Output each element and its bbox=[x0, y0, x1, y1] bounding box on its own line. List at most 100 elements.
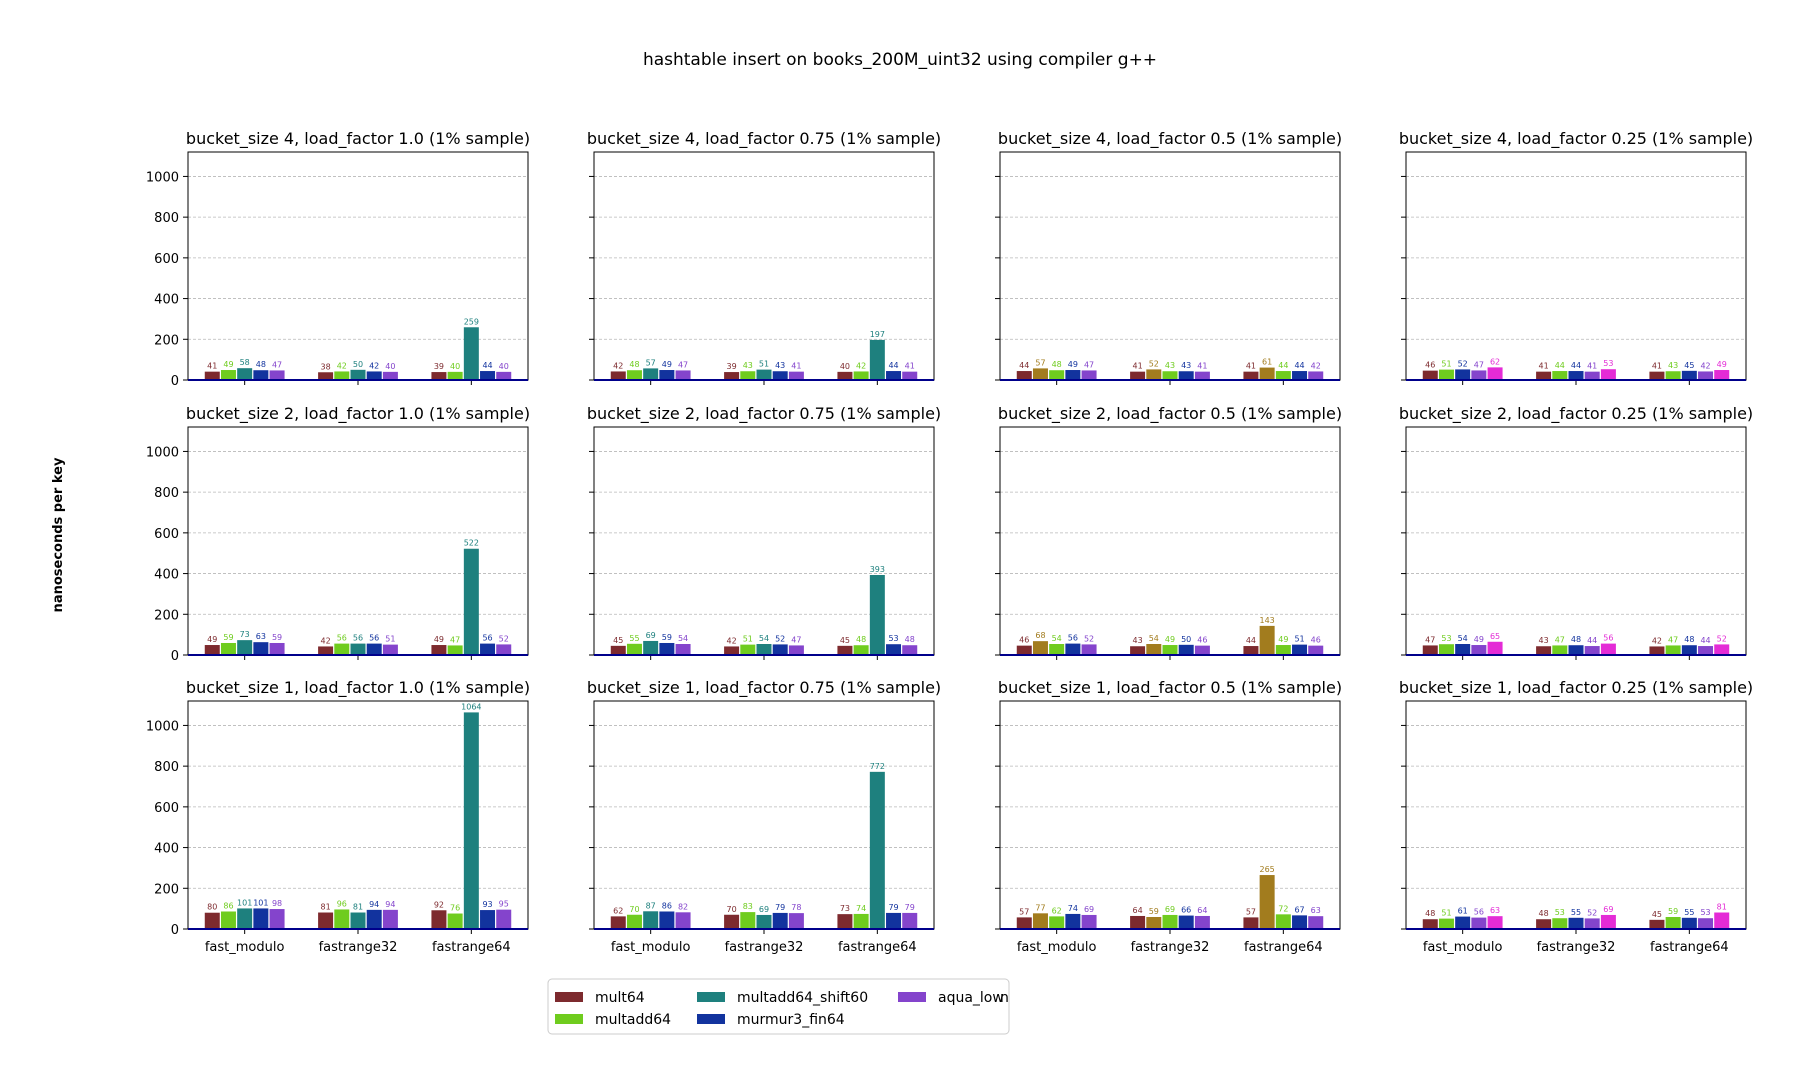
bar-aqua_low-fast_modulo bbox=[1081, 370, 1097, 380]
bar-aqua_low-fast_modulo bbox=[1471, 645, 1487, 655]
bar-mult64-fastrange32 bbox=[318, 646, 334, 655]
bar-value-label: 73 bbox=[840, 904, 850, 913]
bar-multadd64-fastrange64 bbox=[1665, 916, 1681, 929]
axes-frame bbox=[999, 700, 1341, 930]
bar-multadd64-fastrange32 bbox=[1552, 371, 1568, 380]
bar-magenta-fastrange32 bbox=[1600, 643, 1616, 655]
bar-value-label: 96 bbox=[337, 899, 347, 908]
subplot-title: bucket_size 1, load_factor 0.25 (1% samp… bbox=[1399, 678, 1753, 698]
bar-aqua_low-fastrange64 bbox=[902, 645, 918, 655]
legend-label-mult64: mult64 bbox=[595, 990, 645, 1006]
bar-mult64-fastrange32 bbox=[1130, 371, 1146, 380]
bar-multadd64_shift60-fastrange64 bbox=[869, 339, 885, 380]
bar-value-label: 64 bbox=[1133, 906, 1143, 915]
bar-aqua_low-fastrange32 bbox=[788, 913, 804, 929]
bar-value-label: 63 bbox=[1311, 906, 1321, 915]
bar-multadd64-fast_modulo bbox=[220, 370, 236, 380]
bar-value-label: 43 bbox=[743, 361, 753, 370]
bar-olive-fast_modulo bbox=[1032, 368, 1048, 380]
bar-value-label: 70 bbox=[629, 905, 639, 914]
bar-aqua_low-fast_modulo bbox=[269, 909, 285, 929]
axes-frame bbox=[1405, 151, 1747, 381]
bar-value-label: 53 bbox=[1555, 908, 1565, 917]
bar-murmur3_fin64-fastrange64 bbox=[1681, 917, 1697, 929]
bar-murmur3_fin64-fastrange32 bbox=[366, 909, 382, 929]
bar-aqua_low-fastrange32 bbox=[382, 644, 398, 655]
bar-value-label: 197 bbox=[870, 330, 885, 339]
y-tick-label: 1000 bbox=[146, 170, 179, 185]
bar-aqua_low-fastrange64 bbox=[902, 912, 918, 929]
legend-label-aqua_low: aqua_low bbox=[938, 990, 1004, 1006]
bar-aqua_low-fastrange32 bbox=[382, 909, 398, 929]
x-tick-label: fastrange64 bbox=[1244, 940, 1323, 955]
bar-value-label: 58 bbox=[240, 358, 250, 367]
bar-value-label: 46 bbox=[1019, 636, 1029, 645]
bar-value-label: 48 bbox=[1684, 635, 1694, 644]
bar-value-label: 41 bbox=[1246, 362, 1256, 371]
bar-value-label: 41 bbox=[905, 362, 915, 371]
subplot-3: 44 57 48 49 47 41 52 43 43 41 41 61 44 44 42 bucket_siz… bbox=[995, 129, 1342, 385]
bar-value-label: 59 bbox=[272, 633, 282, 642]
bar-value-label: 49 bbox=[207, 635, 217, 644]
bar-value-label: 76 bbox=[450, 904, 460, 913]
bar-value-label: 95 bbox=[499, 900, 509, 909]
bar-olive-fastrange64 bbox=[1259, 625, 1275, 655]
bar-value-label: 43 bbox=[1133, 636, 1143, 645]
x-tick-label: fastrange32 bbox=[1537, 940, 1616, 955]
bar-mult64-fastrange32 bbox=[724, 646, 740, 655]
bar-aqua_low-fast_modulo bbox=[1081, 644, 1097, 655]
bar-magenta-fast_modulo bbox=[1487, 367, 1503, 380]
y-tick-label: 200 bbox=[154, 333, 179, 348]
bar-magenta-fastrange64 bbox=[1714, 370, 1730, 380]
bar-multadd64-fastrange32 bbox=[1552, 918, 1568, 929]
axes-frame bbox=[999, 426, 1341, 656]
bar-multadd64_shift60-fast_modulo bbox=[237, 908, 253, 929]
bar-aqua_low-fast_modulo bbox=[675, 644, 691, 655]
bar-aqua_low-fastrange32 bbox=[788, 371, 804, 380]
legend-swatch-multadd64 bbox=[555, 1014, 583, 1024]
x-tick-label: fastrange64 bbox=[432, 940, 511, 955]
bar-value-label: 63 bbox=[1490, 906, 1500, 915]
bar-mult64-fastrange32 bbox=[724, 372, 740, 380]
bar-value-label: 46 bbox=[1197, 636, 1207, 645]
bar-value-label: 47 bbox=[450, 635, 460, 644]
bar-aqua_low-fast_modulo bbox=[269, 370, 285, 380]
bar-value-label: 59 bbox=[662, 633, 672, 642]
bar-value-label: 41 bbox=[1133, 362, 1143, 371]
bar-aqua_low-fastrange64 bbox=[902, 371, 918, 380]
bar-multadd64-fastrange64 bbox=[853, 645, 869, 655]
bar-mult64-fast_modulo bbox=[204, 912, 220, 929]
bar-value-label: 56 bbox=[1474, 908, 1484, 917]
bar-mult64-fast_modulo bbox=[610, 371, 626, 380]
bar-multadd64-fast_modulo bbox=[626, 643, 642, 655]
bar-value-label: 41 bbox=[1539, 362, 1549, 371]
subplot-2: 42 48 57 49 47 39 43 51 43 41 40 42 197 44 41 bucket_si… bbox=[587, 129, 941, 385]
bar-value-label: 772 bbox=[870, 762, 885, 771]
bar-value-label: 57 bbox=[646, 358, 656, 367]
bar-olive-fastrange32 bbox=[1146, 369, 1162, 380]
x-tick-label: fast_modulo bbox=[1423, 940, 1503, 955]
bar-value-label: 63 bbox=[256, 632, 266, 641]
bar-value-label: 42 bbox=[369, 361, 379, 370]
subplot-12: 48 51 61 56 63 fast_modulo 48 53 55 52 69 fastrange… bbox=[1399, 678, 1753, 955]
bar-mult64-fast_modulo bbox=[1422, 919, 1438, 929]
bar-value-label: 56 bbox=[337, 634, 347, 643]
bar-value-label: 56 bbox=[369, 634, 379, 643]
bar-murmur3_fin64-fast_modulo bbox=[1455, 916, 1471, 929]
bar-value-label: 53 bbox=[1700, 908, 1710, 917]
bar-value-label: 47 bbox=[1555, 635, 1565, 644]
bar-value-label: 81 bbox=[353, 903, 363, 912]
bar-multadd64_shift60-fastrange32 bbox=[350, 369, 366, 380]
bar-value-label: 52 bbox=[775, 634, 785, 643]
bar-value-label: 259 bbox=[464, 317, 479, 326]
bar-murmur3_fin64-fast_modulo bbox=[659, 911, 675, 929]
bar-value-label: 74 bbox=[1068, 904, 1078, 913]
bar-mult64-fastrange32 bbox=[318, 372, 334, 380]
bar-value-label: 69 bbox=[1084, 905, 1094, 914]
bar-value-label: 57 bbox=[1019, 907, 1029, 916]
bar-value-label: 41 bbox=[1587, 362, 1597, 371]
legend-partial-text: n bbox=[1000, 990, 1009, 1006]
bar-multadd64-fastrange64 bbox=[1665, 371, 1681, 380]
bar-aqua_low-fastrange64 bbox=[1698, 918, 1714, 929]
bar-murmur3_fin64-fastrange32 bbox=[1178, 371, 1194, 380]
